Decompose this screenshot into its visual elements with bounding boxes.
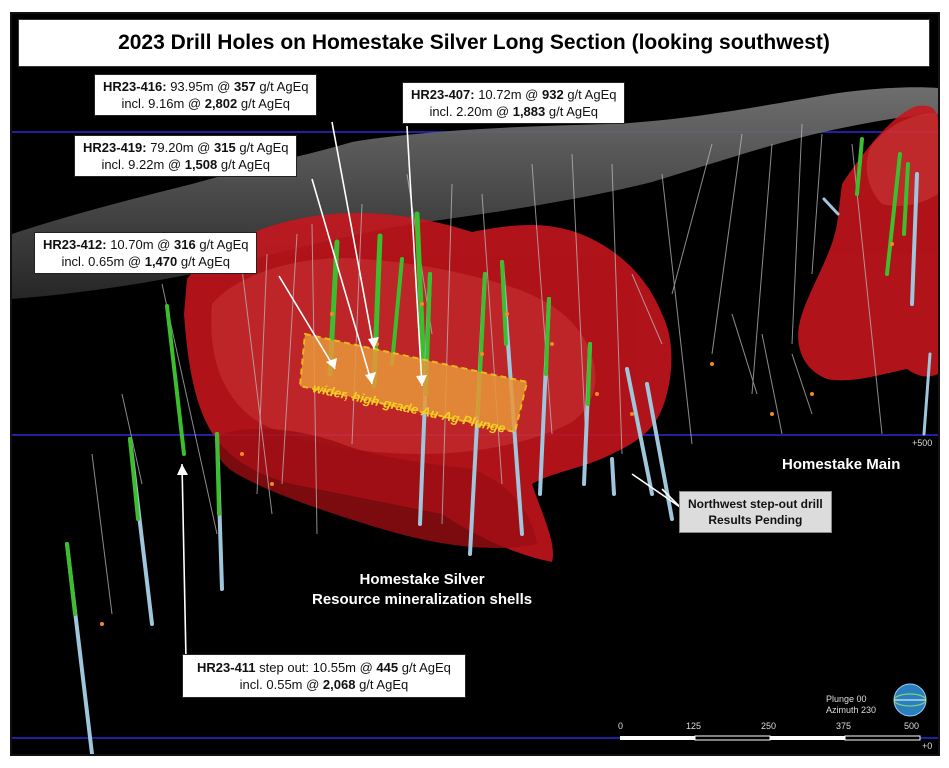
callout-unit: g/t AgEq — [217, 157, 271, 172]
scale-tick-125: 125 — [686, 721, 702, 731]
callout-hr23-419: HR23-419: 79.20m @ 315 g/t AgEq incl. 9.… — [74, 135, 298, 177]
callout-unit: g/t AgEq — [195, 237, 249, 252]
homestake-main-label: Homestake Main — [782, 456, 901, 473]
homestake-silver-subtitle: Resource mineralization shells — [312, 591, 533, 608]
callout-arrowheads — [177, 337, 427, 475]
section-frame: wider, high-grade Au-Ag Plunge — [10, 12, 940, 756]
callout-value: 932 — [542, 87, 564, 102]
long-section-scene: wider, high-grade Au-Ag Plunge — [12, 87, 938, 754]
callout-hole-id: HR23-416: — [103, 79, 167, 94]
callout-text: step out: 10.55m @ — [255, 660, 377, 675]
callout-unit: g/t AgEq — [563, 87, 617, 102]
callout-value: 2,068 — [322, 677, 356, 692]
plunge-info: Plunge 00 — [826, 694, 867, 704]
callout-hr23-411: HR23-411 step out: 10.55m @ 445 g/t AgEq… — [182, 654, 466, 698]
callout-text: incl. 0.65m @ — [61, 254, 145, 269]
callout-text: 79.20m @ — [146, 140, 214, 155]
callout-hole-id: HR23-419: — [83, 140, 147, 155]
high-grade-plunge-zone — [298, 332, 529, 434]
azimuth-info: Azimuth 230 — [826, 705, 877, 715]
scale-tick-0: 0 — [618, 721, 624, 731]
elevation-label-500: +500 — [912, 438, 933, 448]
callout-value: 445 — [376, 660, 399, 675]
callout-hr23-407: HR23-407: 10.72m @ 932 g/t AgEq incl. 2.… — [402, 82, 626, 124]
callout-text: incl. 9.22m @ — [101, 157, 185, 172]
view-info: Plunge 00 Azimuth 230 — [826, 694, 876, 716]
callout-hole-id: HR23-412: — [43, 237, 107, 252]
callout-text: incl. 9.16m @ — [121, 96, 205, 111]
elevation-label-0: +0 — [922, 741, 933, 751]
callout-value: 2,802 — [204, 96, 238, 111]
callout-unit: g/t AgEq — [355, 677, 409, 692]
title-bar: 2023 Drill Holes on Homestake Silver Lon… — [18, 19, 930, 67]
callout-text: 10.72m @ — [474, 87, 542, 102]
scale-tick-250: 250 — [761, 721, 777, 731]
callout-text: 10.70m @ — [106, 237, 174, 252]
historic-drill-traces — [91, 123, 883, 615]
callout-value: 316 — [174, 237, 196, 252]
homestake-main-shells — [798, 105, 938, 381]
page-title: 2023 Drill Holes on Homestake Silver Lon… — [118, 31, 830, 54]
scale-tick-375: 375 — [836, 721, 852, 731]
scale-bar — [620, 735, 921, 741]
callout-value: 1,883 — [512, 104, 546, 119]
assay-ticks — [100, 242, 894, 626]
callout-leaders — [181, 121, 681, 661]
pending-line-1: Northwest step-out drill — [688, 497, 823, 511]
callout-text: incl. 2.20m @ — [429, 104, 513, 119]
callout-value: 1,470 — [144, 254, 178, 269]
callout-value: 357 — [234, 79, 256, 94]
callout-text: 93.95m @ — [166, 79, 234, 94]
callout-hr23-412: HR23-412: 10.70m @ 316 g/t AgEq incl. 0.… — [34, 232, 258, 274]
orientation-globe-icon — [893, 683, 927, 717]
homestake-silver-label: Homestake Silver Resource mineralization… — [312, 570, 532, 610]
pending-results-box: Northwest step-out drill Results Pending — [679, 491, 832, 533]
scale-tick-500: 500 — [904, 721, 920, 731]
callout-hr23-416: HR23-416: 93.95m @ 357 g/t AgEq incl. 9.… — [94, 74, 318, 116]
callout-unit: g/t AgEq — [235, 140, 289, 155]
callout-value: 1,508 — [184, 157, 218, 172]
callout-unit: g/t AgEq — [398, 660, 451, 675]
callout-hole-id: HR23-407: — [411, 87, 475, 102]
callout-text: incl. 0.55m @ — [239, 677, 323, 692]
callout-unit: g/t AgEq — [255, 79, 309, 94]
callout-unit: g/t AgEq — [545, 104, 599, 119]
callout-unit: g/t AgEq — [237, 96, 291, 111]
callout-unit: g/t AgEq — [177, 254, 231, 269]
homestake-silver-title: Homestake Silver — [359, 571, 485, 588]
callout-hole-id: HR23-411 — [197, 660, 256, 675]
callout-value: 315 — [214, 140, 236, 155]
pending-line-2: Results Pending — [708, 513, 803, 527]
